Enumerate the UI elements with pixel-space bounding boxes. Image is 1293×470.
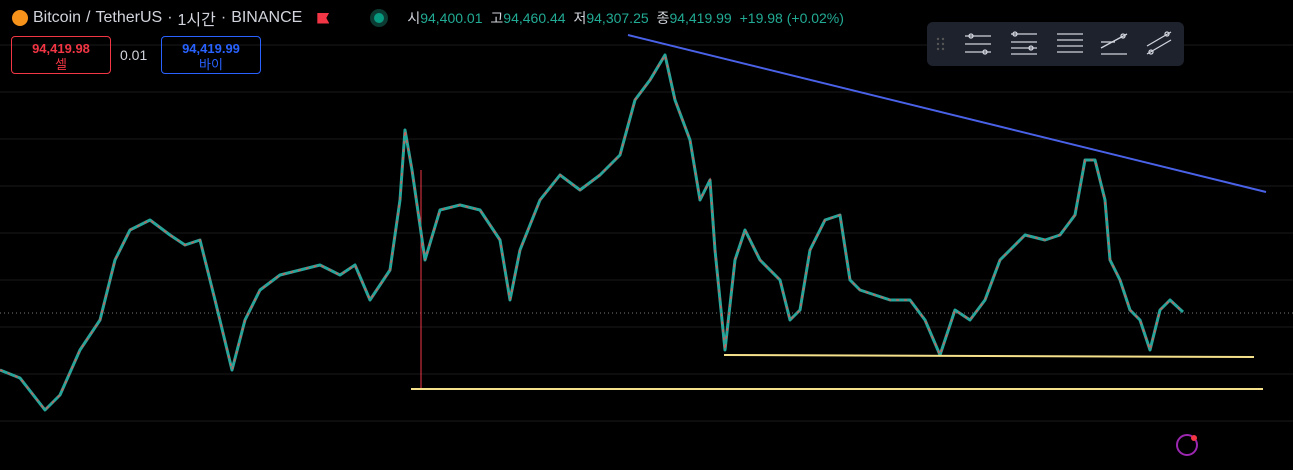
trend-line[interactable] <box>627 34 1267 193</box>
price-trace-down <box>0 53 1184 412</box>
separator: · <box>220 9 227 26</box>
tool-icon[interactable] <box>1057 33 1083 53</box>
separator: · <box>167 9 173 26</box>
close-value: 94,419.99 <box>669 10 732 26</box>
buy-label: 바이 <box>199 57 223 72</box>
quote[interactable]: TetherUS <box>95 9 163 26</box>
open-label: 시 <box>407 10 421 26</box>
tool-icon[interactable] <box>1100 33 1128 55</box>
sell-button[interactable]: 94,419.98 셀 <box>11 36 111 74</box>
toolbar-icons <box>936 31 1172 55</box>
exchange: BINANCE <box>231 9 303 26</box>
high-value: 94,460.44 <box>503 10 566 26</box>
buy-button[interactable]: 94,419.99 바이 <box>161 36 261 74</box>
tool-icon[interactable] <box>1011 31 1037 55</box>
low-label: 저 <box>573 10 587 26</box>
tool-icon[interactable] <box>1146 31 1172 55</box>
alert-icon[interactable] <box>1176 434 1198 456</box>
symbol[interactable]: Bitcoin <box>33 9 82 26</box>
open-value: 94,400.01 <box>420 10 483 26</box>
grid <box>0 44 1293 422</box>
sell-label: 셀 <box>55 57 67 72</box>
separator: / <box>86 9 91 26</box>
change: +19.98 (+0.02%) <box>739 10 844 26</box>
quantity[interactable]: 0.01 <box>120 47 148 63</box>
tool-icon[interactable] <box>965 33 991 55</box>
support-line[interactable] <box>723 354 1255 358</box>
drawing-toolbar <box>927 22 1184 66</box>
close-label: 종 <box>656 10 670 26</box>
symbol-header: Bitcoin / TetherUS · 1시간 · BINANCE 시94,4… <box>12 6 848 30</box>
coin-icon <box>12 10 28 26</box>
interval[interactable]: 1시간 <box>177 12 216 29</box>
market-status <box>374 13 385 23</box>
low-value: 94,307.25 <box>586 10 649 26</box>
ohlc: 시94,400.01 고94,460.44 저94,307.25 종94,419… <box>407 8 848 28</box>
alert-dot <box>1191 435 1197 441</box>
buy-price: 94,419.99 <box>182 41 240 56</box>
high-label: 고 <box>490 10 504 26</box>
sell-price: 94,419.98 <box>32 41 90 56</box>
flag-icon[interactable] <box>317 12 330 24</box>
